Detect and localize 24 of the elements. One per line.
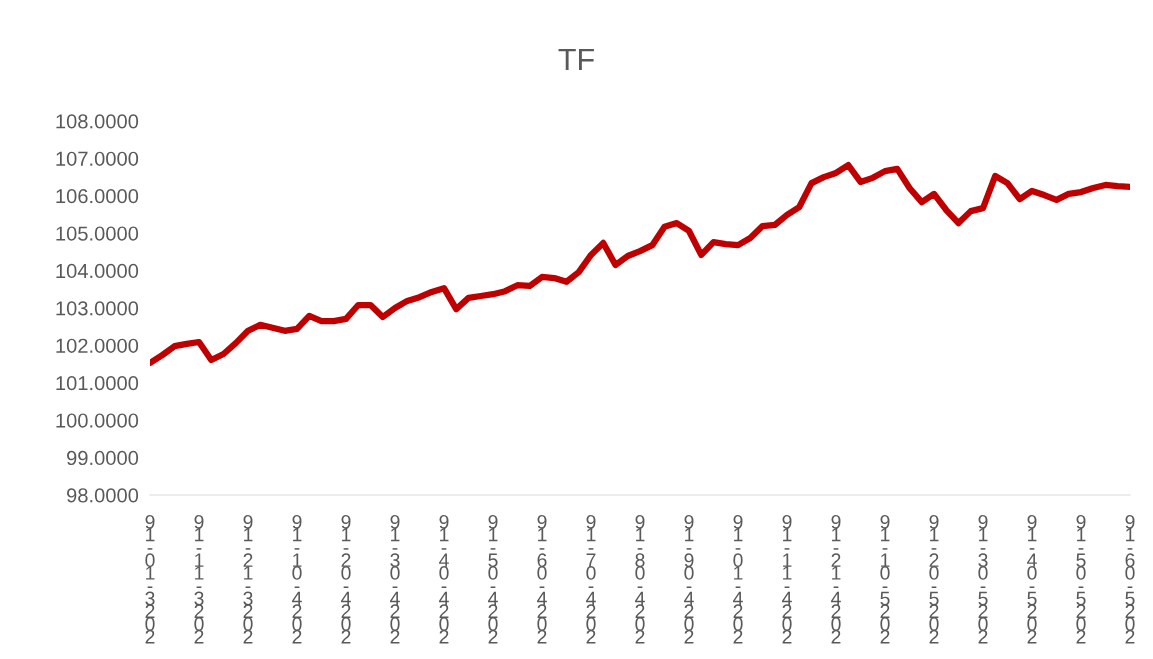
category-label: 91-30-4202 bbox=[390, 514, 400, 644]
y-tick-label: 102.0000 bbox=[56, 338, 139, 353]
category-label: 91-70-4202 bbox=[586, 514, 596, 644]
category-label: 91-21-4202 bbox=[831, 514, 841, 644]
category-label: 91-90-4202 bbox=[684, 514, 694, 644]
y-tick-label: 108.0000 bbox=[56, 114, 139, 129]
category-label: 91-10-4202 bbox=[292, 514, 302, 644]
category-label: 91-01-4202 bbox=[733, 514, 743, 644]
category-label: 91-40-4202 bbox=[439, 514, 449, 644]
y-tick-label: 98.0000 bbox=[67, 488, 139, 503]
y-tick-label: 99.0000 bbox=[67, 450, 139, 466]
y-tick-label: 101.0000 bbox=[56, 376, 139, 391]
category-label: 91-20-4202 bbox=[341, 514, 351, 644]
y-tick-label: 104.0000 bbox=[56, 263, 139, 279]
y-tick-label: 106.0000 bbox=[56, 189, 139, 204]
y-tick-label: 100.0000 bbox=[56, 413, 139, 428]
category-label: 91-11-4202 bbox=[782, 514, 792, 644]
category-label: 91-80-4202 bbox=[635, 514, 645, 644]
y-tick-label: 103.0000 bbox=[56, 301, 139, 316]
category-label: 91-60-4202 bbox=[537, 514, 547, 644]
category-label: 91-50-4202 bbox=[488, 514, 498, 644]
chart-title: TF bbox=[558, 48, 594, 70]
y-tick-label: 105.0000 bbox=[56, 226, 139, 241]
y-tick-label: 107.0000 bbox=[56, 151, 139, 166]
